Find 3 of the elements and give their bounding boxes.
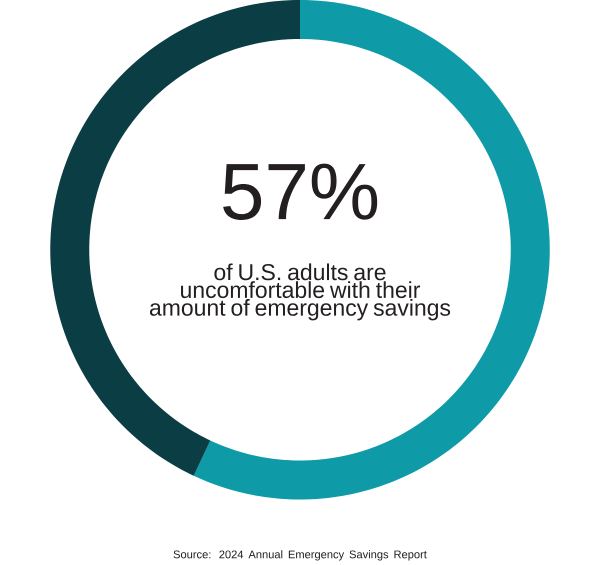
source-note: Source: 2024 Annual Emergency Savings Report [174, 550, 427, 560]
text: 57% [223, 163, 378, 220]
text: of U.S. adults are uncomfortable with their amount of emergency savings [150, 263, 450, 320]
